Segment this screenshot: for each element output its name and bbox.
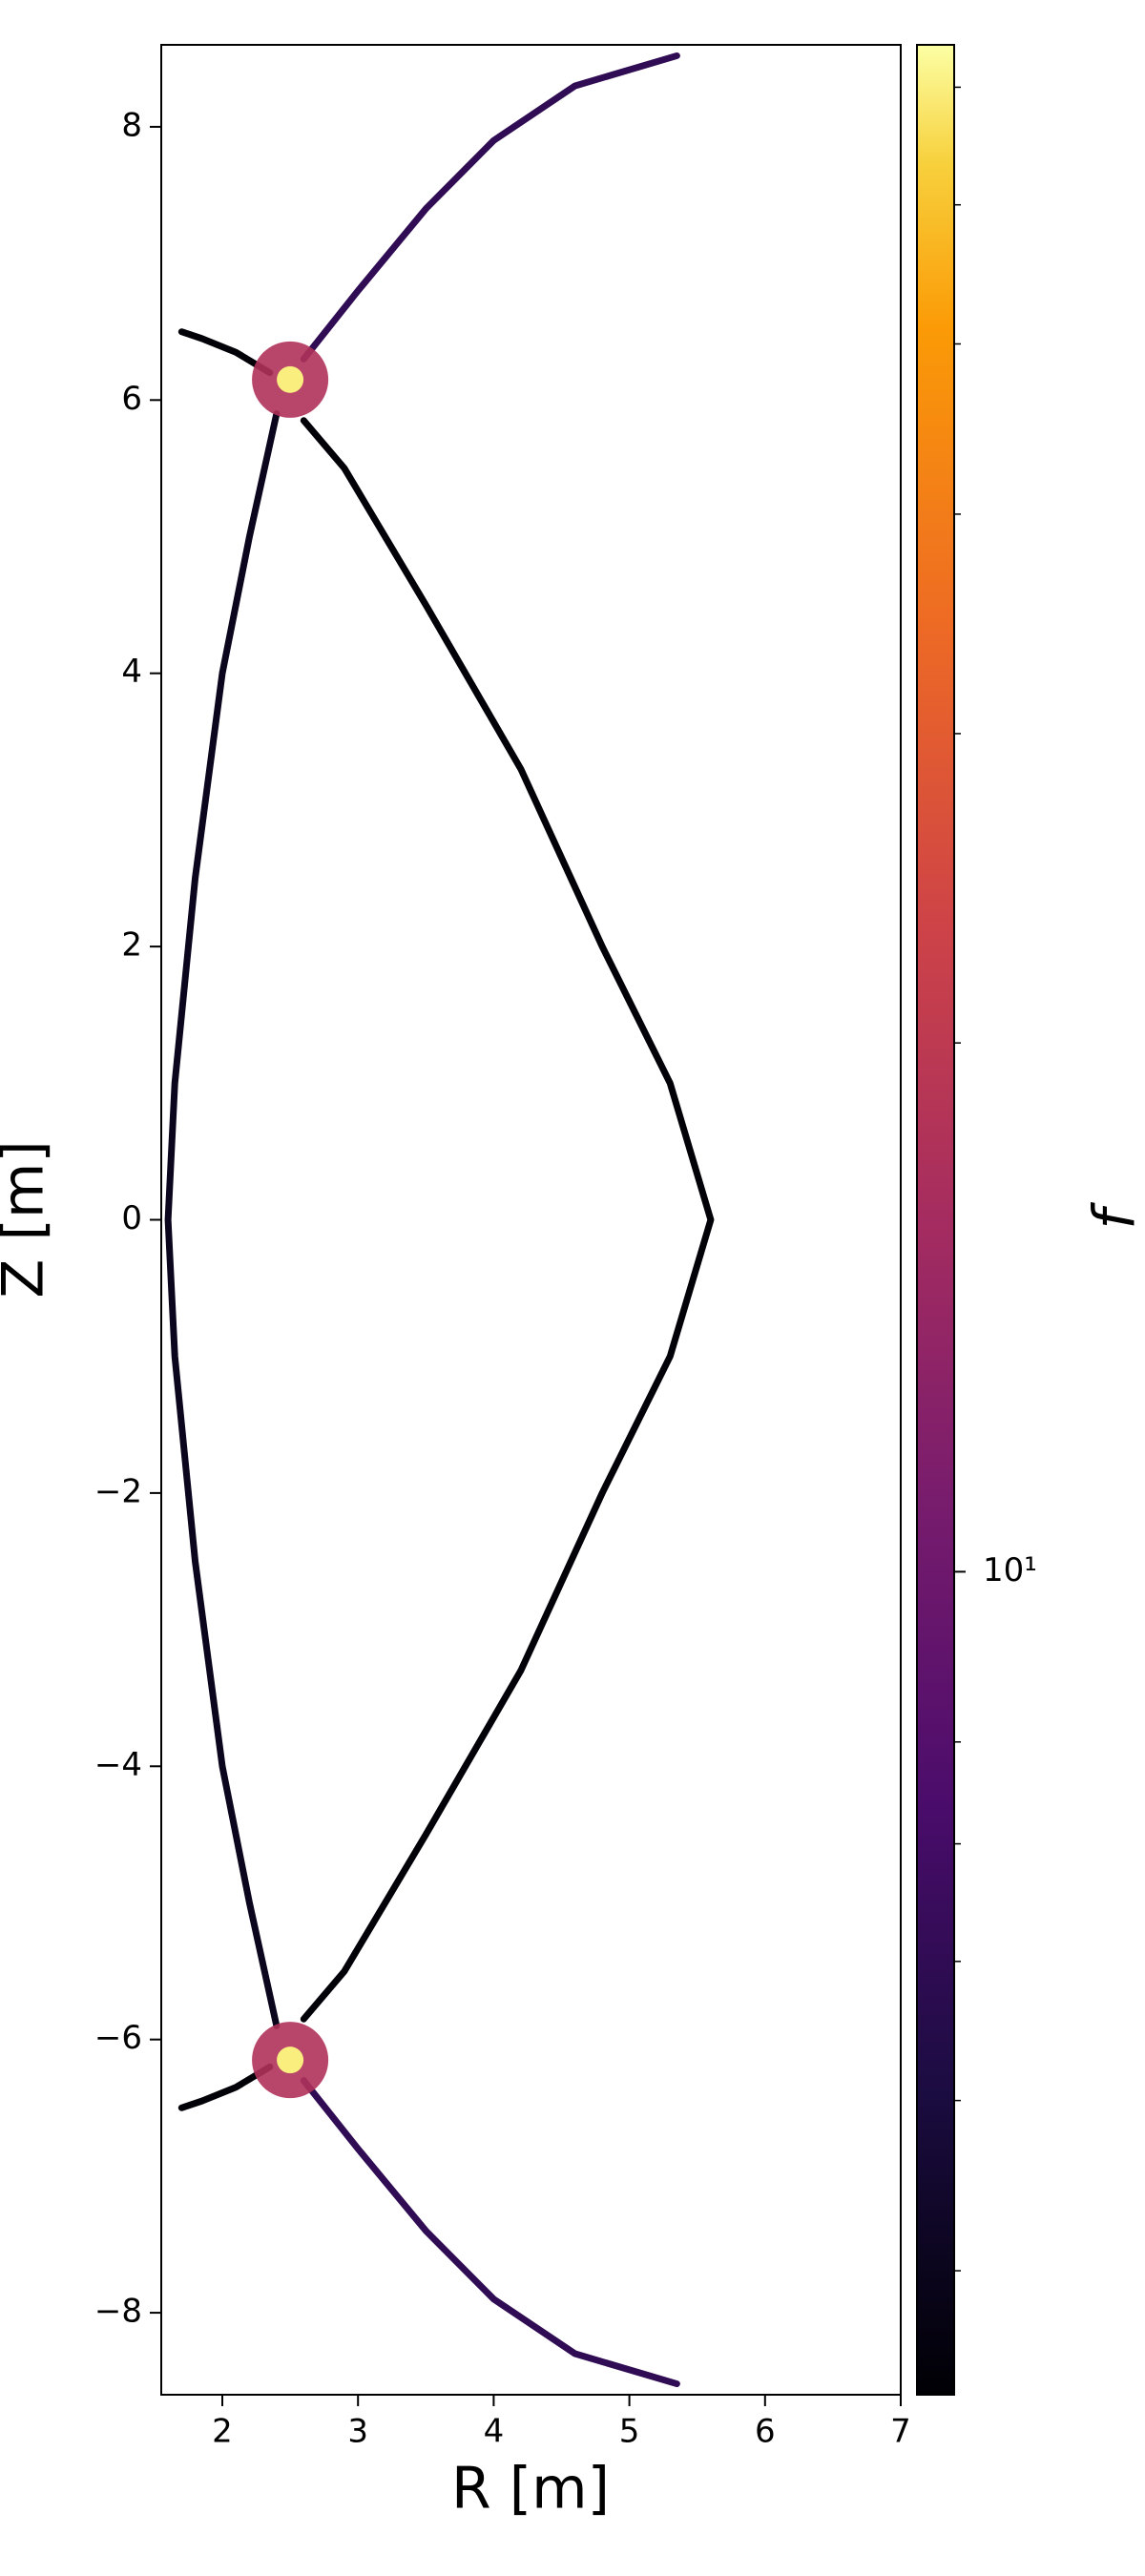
y-tick-label: 0 — [121, 1199, 142, 1237]
flux-curve — [164, 410, 281, 2029]
y-tick-label: 4 — [121, 653, 142, 691]
y-tick-label: 6 — [121, 380, 142, 418]
y-tick-label: −2 — [94, 1472, 142, 1510]
flux-curve — [300, 52, 680, 363]
x-tick-label: 2 — [212, 2413, 233, 2451]
flux-curve — [177, 2063, 274, 2111]
flux-curve — [300, 2077, 680, 2388]
flux-curve — [300, 417, 715, 2023]
x-tick-label: 3 — [347, 2413, 368, 2451]
y-tick-label: −6 — [94, 2019, 142, 2057]
y-tick-label: 8 — [121, 106, 142, 144]
colorbar — [916, 44, 955, 2396]
x-point — [277, 365, 304, 393]
colorbar-label: f — [1082, 1202, 1145, 1230]
y-tick-label: 2 — [121, 926, 142, 965]
flux-curve — [177, 328, 274, 377]
x-tick-label: 6 — [755, 2413, 776, 2451]
x-point — [277, 2046, 304, 2074]
y-tick-label: −8 — [94, 2293, 142, 2331]
x-tick-label: 7 — [890, 2413, 911, 2451]
colorbar-tick-label: 10¹ — [983, 1551, 1037, 1589]
x-tick-label: 4 — [484, 2413, 505, 2451]
x-axis-label: R [m] — [451, 2456, 610, 2523]
y-tick-label: −4 — [94, 1746, 142, 1784]
x-tick-label: 5 — [619, 2413, 640, 2451]
y-axis-label: Z [m] — [0, 1140, 57, 1298]
